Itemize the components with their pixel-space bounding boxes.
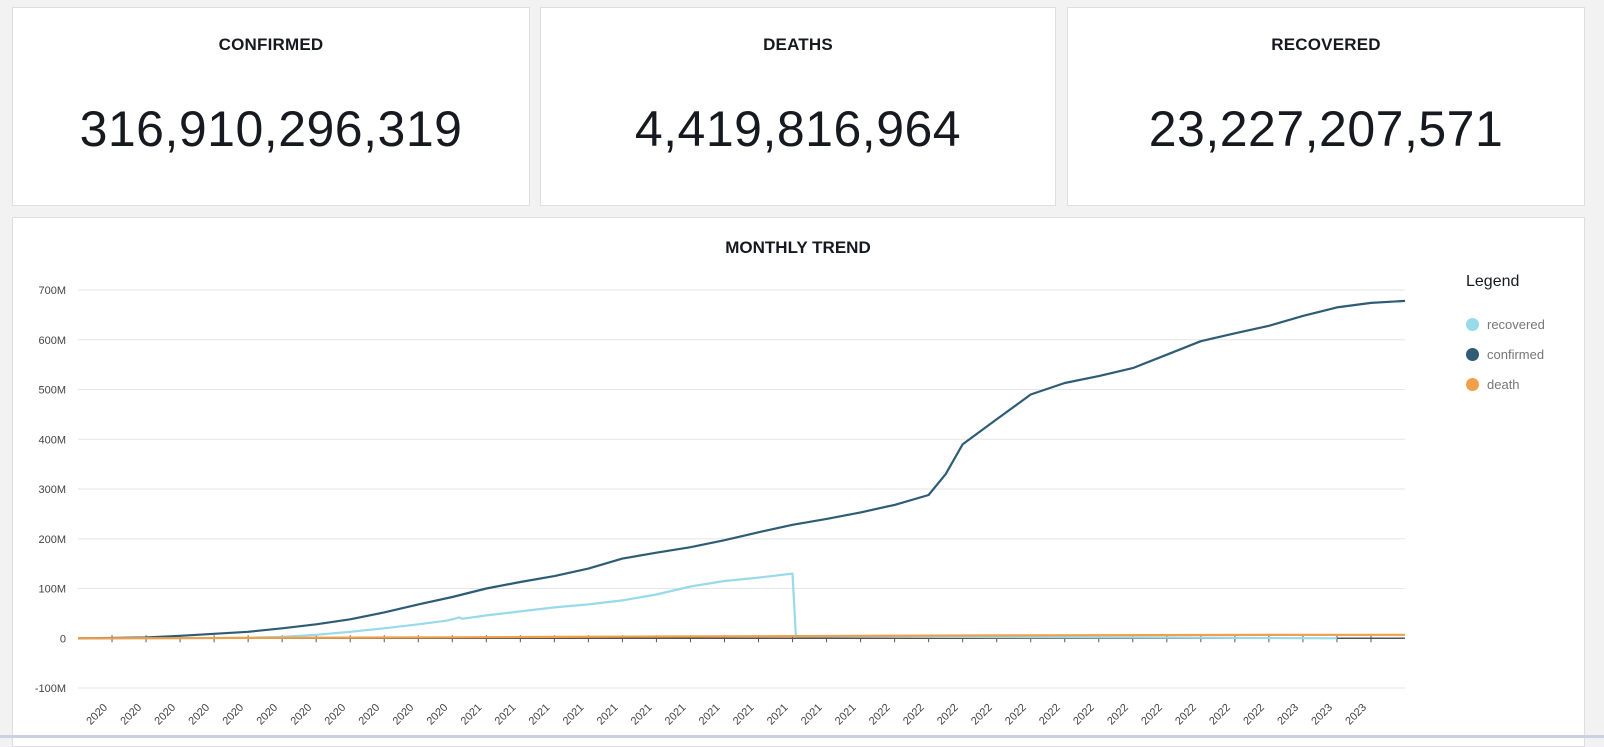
x-tick-label: 2022 bbox=[1241, 702, 1267, 728]
x-tick-label: 2021 bbox=[527, 702, 553, 728]
x-tick-label: 2022 bbox=[1037, 702, 1063, 728]
x-tick-label: 2022 bbox=[1071, 702, 1097, 728]
series-line-confirmed bbox=[77, 299, 1406, 640]
y-tick-label: 700M bbox=[38, 285, 66, 297]
kpi-recovered-value: 23,227,207,571 bbox=[1148, 101, 1504, 157]
x-tick-label: 2020 bbox=[357, 702, 383, 728]
y-tick-label: 300M bbox=[38, 484, 66, 496]
x-tick-label: 2023 bbox=[1275, 702, 1301, 728]
x-tick-label: 2021 bbox=[595, 702, 621, 728]
x-tick-label: 2022 bbox=[935, 702, 961, 728]
x-tick-label: 2022 bbox=[1173, 702, 1199, 728]
monthly-trend-panel: MONTHLY TREND 700M 600M 500M 400M 300M 200M 10… bbox=[12, 217, 1585, 747]
kpi-deaths-title: DEATHS bbox=[763, 35, 833, 54]
legend-label: recovered bbox=[1487, 316, 1545, 332]
kpi-recovered-title: RECOVERED bbox=[1271, 35, 1381, 54]
x-tick-label: 2022 bbox=[1105, 702, 1131, 728]
x-tick-label: 2021 bbox=[731, 702, 757, 728]
legend-label: death bbox=[1487, 376, 1520, 392]
chart-title: MONTHLY TREND bbox=[725, 238, 871, 257]
trend-chart: 700M 600M 500M 400M 300M 200M 100M 0 -100M 2020 20… bbox=[35, 285, 1406, 728]
y-tick-label: 400M bbox=[38, 434, 66, 446]
x-tick-label: 2022 bbox=[1139, 702, 1165, 728]
legend-item-confirmed[interactable]: confirmed bbox=[1466, 339, 1581, 369]
x-tick-label: 2022 bbox=[1003, 702, 1029, 728]
legend-item-death[interactable]: death bbox=[1466, 369, 1581, 399]
x-tick-label: 2020 bbox=[84, 702, 110, 728]
kpi-recovered-card: RECOVERED 23,227,207,571 bbox=[1067, 7, 1585, 206]
x-tick-label: 2021 bbox=[663, 702, 689, 728]
x-tick-label: 2020 bbox=[254, 702, 280, 728]
x-tick-label: 2020 bbox=[220, 702, 246, 728]
kpi-confirmed-value: 316,910,296,319 bbox=[79, 101, 463, 157]
x-tick-label: 2021 bbox=[765, 702, 791, 728]
x-tick-label: 2021 bbox=[493, 702, 519, 728]
y-tick-label: 200M bbox=[38, 534, 66, 546]
legend-items: recovered confirmed death bbox=[1466, 309, 1581, 399]
x-tick-label: 2022 bbox=[969, 702, 995, 728]
x-tick-label: 2023 bbox=[1309, 702, 1335, 728]
y-tick-label: 600M bbox=[38, 335, 66, 347]
x-tick-label: 2021 bbox=[629, 702, 655, 728]
x-tick-label: 2023 bbox=[1343, 702, 1369, 728]
legend-marker bbox=[1466, 377, 1479, 391]
y-tick-label: 500M bbox=[38, 385, 66, 397]
x-tick-label: 2020 bbox=[425, 702, 451, 728]
x-tick-label: 2022 bbox=[901, 702, 927, 728]
legend-title: Legend bbox=[1466, 273, 1520, 290]
y-tick-label: 0 bbox=[60, 633, 66, 645]
x-tick-label: 2020 bbox=[118, 702, 144, 728]
legend-item-recovered[interactable]: recovered bbox=[1466, 309, 1581, 339]
kpi-confirmed-title: CONFIRMED bbox=[218, 35, 324, 54]
y-tick-label: -100M bbox=[35, 683, 66, 695]
x-tick-label: 2020 bbox=[186, 702, 212, 728]
legend-label: confirmed bbox=[1487, 346, 1545, 362]
kpi-confirmed-card: CONFIRMED 316,910,296,319 bbox=[12, 7, 530, 206]
x-tick-label: 2022 bbox=[1207, 702, 1233, 728]
x-tick-label: 2021 bbox=[459, 702, 485, 728]
x-tick-label: 2021 bbox=[697, 702, 723, 728]
kpi-deaths-value: 4,419,816,964 bbox=[634, 101, 962, 157]
x-tick-label: 2021 bbox=[799, 702, 825, 728]
x-tick-label: 2020 bbox=[152, 702, 178, 728]
bottom-scroll-strip bbox=[0, 735, 1604, 738]
series-line-recovered bbox=[77, 572, 1337, 640]
x-tick-label: 2021 bbox=[561, 702, 587, 728]
y-tick-label: 100M bbox=[38, 584, 66, 596]
chart-legend: Legend recovered confirmed death bbox=[1466, 273, 1581, 399]
legend-marker bbox=[1466, 317, 1479, 331]
x-tick-label: 2021 bbox=[833, 702, 859, 728]
series-line-death bbox=[77, 633, 1406, 640]
kpi-deaths-card: DEATHS 4,419,816,964 bbox=[540, 7, 1056, 206]
x-tick-label: 2020 bbox=[391, 702, 417, 728]
legend-marker bbox=[1466, 347, 1479, 361]
x-tick-label: 2020 bbox=[323, 702, 349, 728]
x-tick-label: 2022 bbox=[867, 702, 893, 728]
x-tick-label: 2020 bbox=[289, 702, 315, 728]
